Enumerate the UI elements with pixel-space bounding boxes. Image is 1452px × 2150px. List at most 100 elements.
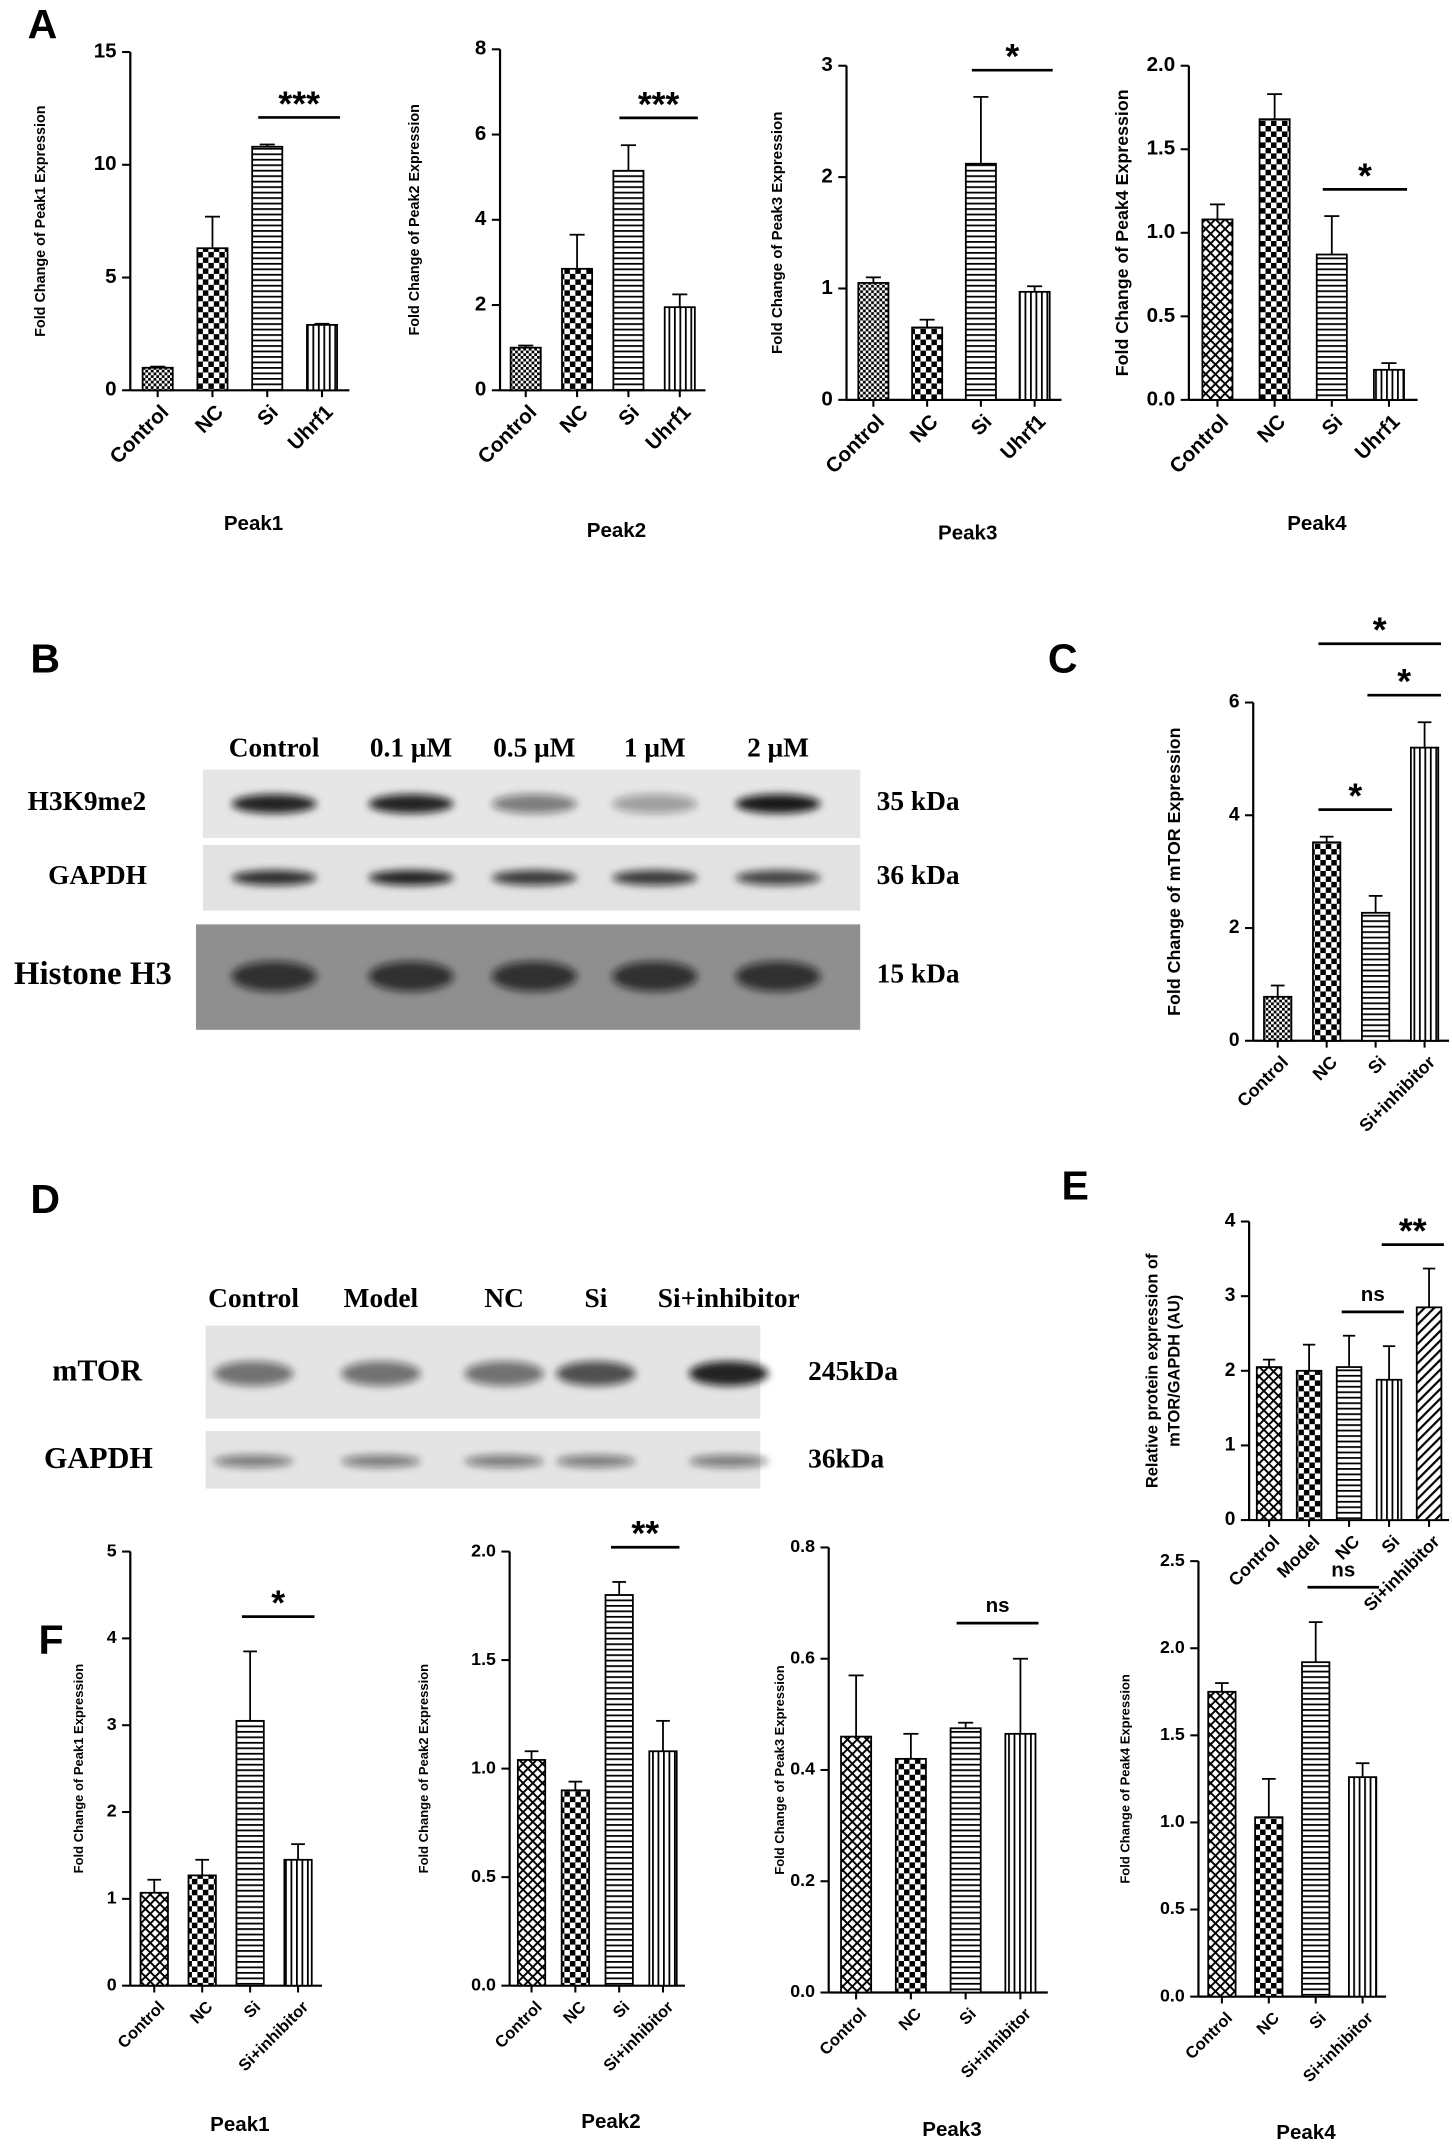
y-tick-label: 0 [107,1974,117,1994]
x-tick-label: NC [1309,1052,1341,1084]
x-tick-label: Control [105,401,173,469]
blot-band [689,1361,769,1386]
y-axis-label: Relative protein expression of [1144,1253,1162,1488]
bar [306,324,338,392]
x-tick-label: NC [187,1998,217,2028]
bar [1255,1366,1283,1521]
y-tick-label: 0 [1229,1030,1240,1051]
bar [894,1757,927,1994]
x-tick-label: NC [555,400,592,437]
x-tick-label: Si [956,2005,980,2029]
blot-band [556,1455,636,1468]
x-tick-label: Control [1182,2009,1236,2063]
bar [516,1759,547,1987]
bar [1254,1816,1284,1998]
western-blot: Control Model NC Si Si+inhibitor mTOR 245kDa GA… [44,1283,898,1475]
y-tick-label: 4 [107,1627,117,1647]
lane-label: NC [484,1283,524,1313]
significance-label: * [1373,610,1387,650]
bar [561,267,594,392]
lane-label: 2 μM [747,733,809,763]
x-tick-label: Uhrf1 [283,401,337,455]
bar [1409,746,1440,1042]
bar [1295,1369,1323,1521]
bar [1361,911,1391,1042]
bar [1375,1378,1403,1521]
x-tick-label: Uhrf1 [1350,410,1404,464]
y-axis-label: Fold Change of Peak3 Expression [769,112,786,354]
x-tick-label: Si [1317,410,1347,440]
y-tick-label: 0.2 [790,1870,815,1890]
y-tick-label: 2 [1229,917,1240,938]
bar [1004,1732,1037,1994]
blot-band [735,870,821,886]
y-tick-label: 8 [475,37,486,60]
bar [1315,253,1348,401]
x-tick-label: NC [1253,410,1290,447]
y-tick-label: 4 [1229,804,1240,825]
y-tick-label: 2 [475,292,486,315]
panel-label: F [39,1617,64,1663]
x-tick-label: Control [821,410,889,478]
y-axis-label: Fold Change of Peak4 Expression [1117,1674,1132,1884]
y-tick-label: 0.6 [790,1647,815,1667]
size-label: 35 kDa [877,786,960,816]
panel-label: E [1062,1163,1089,1209]
y-tick-label: 3 [107,1714,117,1734]
bar [1207,1690,1237,1998]
blot-band [231,794,317,814]
significance-label: ** [631,1514,659,1554]
y-tick-label: 4 [1225,1211,1236,1232]
lane-label: Model [344,1283,419,1313]
x-tick-label: Control [1225,1531,1284,1590]
y-tick-label: 1 [107,1888,117,1908]
bar [612,169,645,392]
blot-band [213,1361,294,1386]
x-tick-label: Si [966,410,996,440]
bar [251,145,284,392]
bar [509,346,542,392]
x-axis-label: Peak1 [210,2113,269,2136]
y-tick-label: 0.0 [1147,387,1176,410]
bar [141,366,174,392]
significance-label: ns [1331,1558,1355,1581]
x-tick-label: NC [1253,2009,1283,2039]
y-tick-label: 4 [475,207,487,230]
bar [283,1858,313,1987]
y-axis-label: Fold Change of Peak2 Expression [407,104,423,335]
lane-label: 0.5 μM [493,733,576,763]
y-tick-label: 2.0 [1160,1637,1185,1657]
blot-band [735,961,821,992]
panel-label: C [1048,635,1078,681]
bar [1201,218,1234,401]
blot-band [368,870,454,886]
size-label: 36kDa [808,1443,884,1473]
x-tick-label: Si [253,401,283,431]
panel-label: B [30,635,60,681]
y-axis-label: Fold Change of Peak4 Expression [1112,89,1132,376]
bar [1258,118,1291,401]
bar [857,282,890,401]
y-tick-label: 6 [475,122,486,145]
lane-label: Si [584,1283,607,1313]
bar [1415,1306,1443,1521]
bar [1263,995,1293,1042]
bar-chart: 0 5 10 15 Fold Change of Peak1 Expression Pea… [33,39,350,535]
x-tick-label: Si [1306,2009,1330,2033]
significance-label: ns [1361,1283,1385,1306]
x-tick-label: Si [1364,1052,1390,1078]
lane-label: 0.1 μM [370,733,453,763]
y-tick-label: 2.0 [1147,53,1176,76]
bar [964,162,997,401]
significance-label: ns [986,1594,1010,1617]
x-axis-label: Peak4 [1287,512,1347,535]
blot-band [368,961,454,992]
bar-chart: 0 1 2 3 4 Relative protein expression of mTOR/… [1144,1211,1450,1615]
lane-label: Si+inhibitor [658,1283,800,1313]
x-axis-label: Peak3 [938,521,997,544]
y-tick-label: 0 [1225,1509,1236,1530]
x-axis-label: Peak2 [581,2110,640,2133]
x-tick-label: Si [614,401,644,431]
y-tick-label: 6 [1229,692,1240,713]
